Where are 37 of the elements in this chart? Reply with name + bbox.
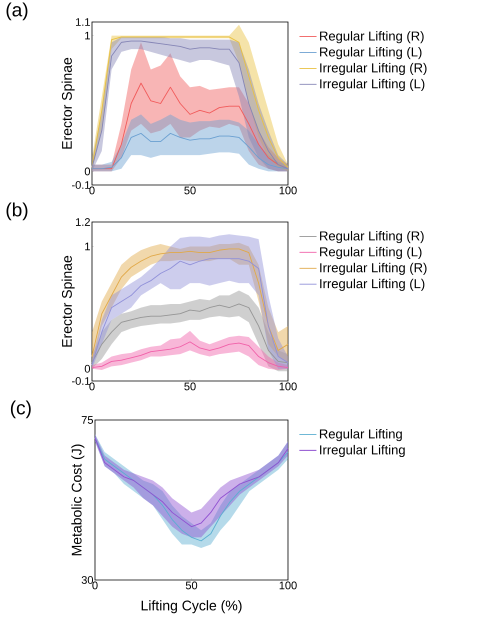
y-tick-label: -0.1 [72, 377, 90, 385]
y-tick-label: 1.2 [76, 218, 90, 226]
y-tick-label: 0 [84, 364, 90, 373]
legend-label: Irregular Lifting (L) [320, 278, 424, 291]
x-tick-label: 0 [92, 582, 98, 590]
legend-label: Regular Lifting [320, 428, 402, 442]
x-axis-title: Lifting Cycle (%) [142, 600, 242, 614]
legend-label: Irregular Lifting (L) [320, 78, 424, 91]
x-tick-label: 100 [280, 582, 297, 590]
x-tick-label: 50 [184, 186, 196, 194]
y-tick-label: 30 [82, 576, 94, 584]
line-series [92, 303, 288, 364]
y-axis-title: Metabolic Cost (J) [71, 444, 84, 556]
y-tick-label: 1.1 [76, 18, 90, 26]
x-tick-label: 50 [186, 582, 198, 590]
legend-label: Irregular Lifting (R) [320, 62, 427, 76]
line-series [92, 132, 288, 170]
y-tick-label: 1 [85, 32, 90, 40]
legend-label: Regular Lifting (R) [320, 230, 424, 244]
legend-label: Irregular Lifting [320, 444, 405, 458]
chart-title: (a) [6, 2, 28, 20]
line-series [92, 341, 288, 368]
legend-label: Regular Lifting (L) [320, 246, 422, 260]
y-tick-label: -0.1 [72, 181, 90, 189]
y-tick-label: 75 [82, 416, 93, 424]
x-tick-label: 100 [280, 382, 297, 390]
x-tick-label: 100 [280, 186, 297, 194]
y-axis-title: Erector Spinae [62, 58, 75, 149]
x-tick-label: 50 [184, 382, 196, 390]
chart-title: (b) [6, 202, 28, 220]
y-axis-title: Erector Spinae [62, 256, 75, 347]
legend-label: Irregular Lifting (R) [320, 262, 427, 275]
legend-label: Regular Lifting (L) [320, 47, 422, 60]
chart-title: (c) [10, 400, 31, 418]
y-tick-label: 0 [84, 168, 90, 176]
y-tick-label: 1 [85, 242, 90, 250]
legend-label: Regular Lifting (R) [320, 31, 424, 44]
